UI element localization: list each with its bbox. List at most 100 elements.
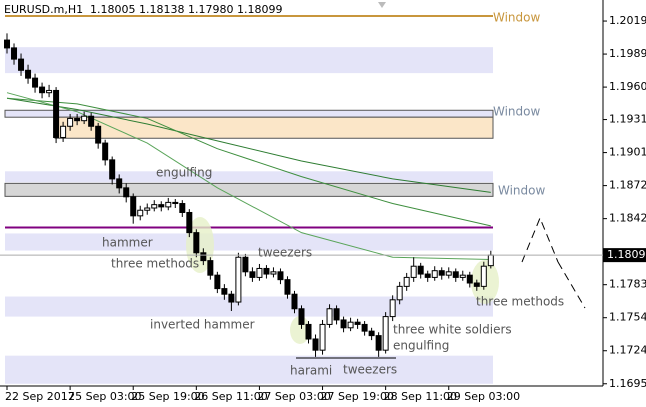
y-tick-label: 1.18720 [609,179,646,192]
highlight [290,316,310,344]
annotation: inverted hammer [150,318,255,332]
annotation: three methods [476,295,564,309]
x-tick-label: 29 Sep 03:00 [447,390,520,403]
x-tick-label: 27 Sep 03:00 [257,390,330,403]
candle-body [452,271,459,278]
candle-body [382,316,389,351]
candle-body [277,271,284,281]
candle-body [291,293,298,310]
y-tick-label: 1.20190 [609,14,646,27]
candle-body [466,274,473,284]
candle-body [123,187,130,198]
candle-body [116,178,123,189]
candle-body [410,265,417,278]
candle-body [361,323,368,332]
y-tick-label: 1.19895 [609,47,646,60]
candle-body [186,211,193,234]
candle-body [102,142,109,161]
annotation: three white soldiers [393,323,512,337]
candle-body [53,89,60,138]
annotation: tweezers [343,363,397,377]
projection [521,216,559,263]
candle-body [242,256,249,273]
projection [557,261,586,309]
candle-body [298,308,305,325]
y-tick-label: 1.17245 [609,344,646,357]
candle-body [144,207,151,211]
candle-body [319,323,326,351]
candle-body [39,86,46,94]
candle-body [18,58,25,71]
y-tick-label: 1.17540 [609,311,646,324]
x-tick-label: 22 Sep 2017 [5,390,75,403]
candle-body [354,321,361,325]
candle-body [487,254,494,267]
candle-body [11,47,18,60]
annotation: tweezers [258,246,312,260]
annotation: Window [493,11,541,25]
candle-body [151,204,158,209]
candle-body [333,308,340,321]
zone [4,182,494,197]
candle-body [480,265,487,287]
annotation: three methods [111,257,199,271]
candle-body [340,319,347,329]
candle-body [81,115,88,122]
candle-body [172,201,179,205]
candle-body [438,270,445,276]
candle-body [228,293,235,303]
zone [5,355,493,384]
candle-body [305,323,312,340]
scroll-marker [378,2,386,8]
candle-body [179,203,186,213]
candle-body [396,285,403,301]
candle-body [235,256,242,303]
moving-average [6,92,491,260]
moving-average [6,97,491,193]
annotation: Window [493,105,541,119]
candle-body [473,282,480,287]
moving-average [6,97,491,227]
candle-body [165,201,172,208]
candle-body [403,276,410,287]
candle-body [347,321,354,329]
candle-body [130,196,137,217]
candle-body [200,252,207,262]
x-tick-label: 27 Sep 19:00 [321,390,394,403]
y-tick-label: 1.18425 [609,212,646,225]
candle-body [193,232,200,254]
zone [5,233,493,251]
candle-body [46,89,53,94]
candle-body [207,260,214,276]
x-tick-label: 25 Sep 03:00 [68,390,141,403]
candle-body [459,274,466,278]
annotation: engulfing [156,166,212,180]
y-tick-label: 1.16950 [609,377,646,390]
y-tick-label: 1.19015 [609,146,646,159]
candle-body [4,39,11,49]
candle-body [95,125,102,144]
highlight [186,217,214,273]
candle-body [137,209,144,217]
current-price-label: 1.18099 [607,248,646,261]
y-tick-label: 1.19600 [609,80,646,93]
candle-body [417,265,424,275]
annotation: engulfing [393,339,449,353]
current-price-box [603,248,646,263]
candle-body [60,125,67,138]
candle-body [263,267,270,275]
annotation: Window [498,184,546,198]
candle-body [32,77,39,88]
candle-body [312,338,319,351]
symbol: EURUSD.m,H1 [4,3,83,16]
candle-body [221,288,228,295]
candle-body [214,274,221,290]
candle-body [445,271,452,276]
candle-body [249,271,256,278]
candle-body [88,115,95,127]
candle-body [74,117,81,122]
x-tick-label: 26 Sep 11:00 [194,390,267,403]
zone [5,47,493,74]
candle-body [431,270,438,278]
